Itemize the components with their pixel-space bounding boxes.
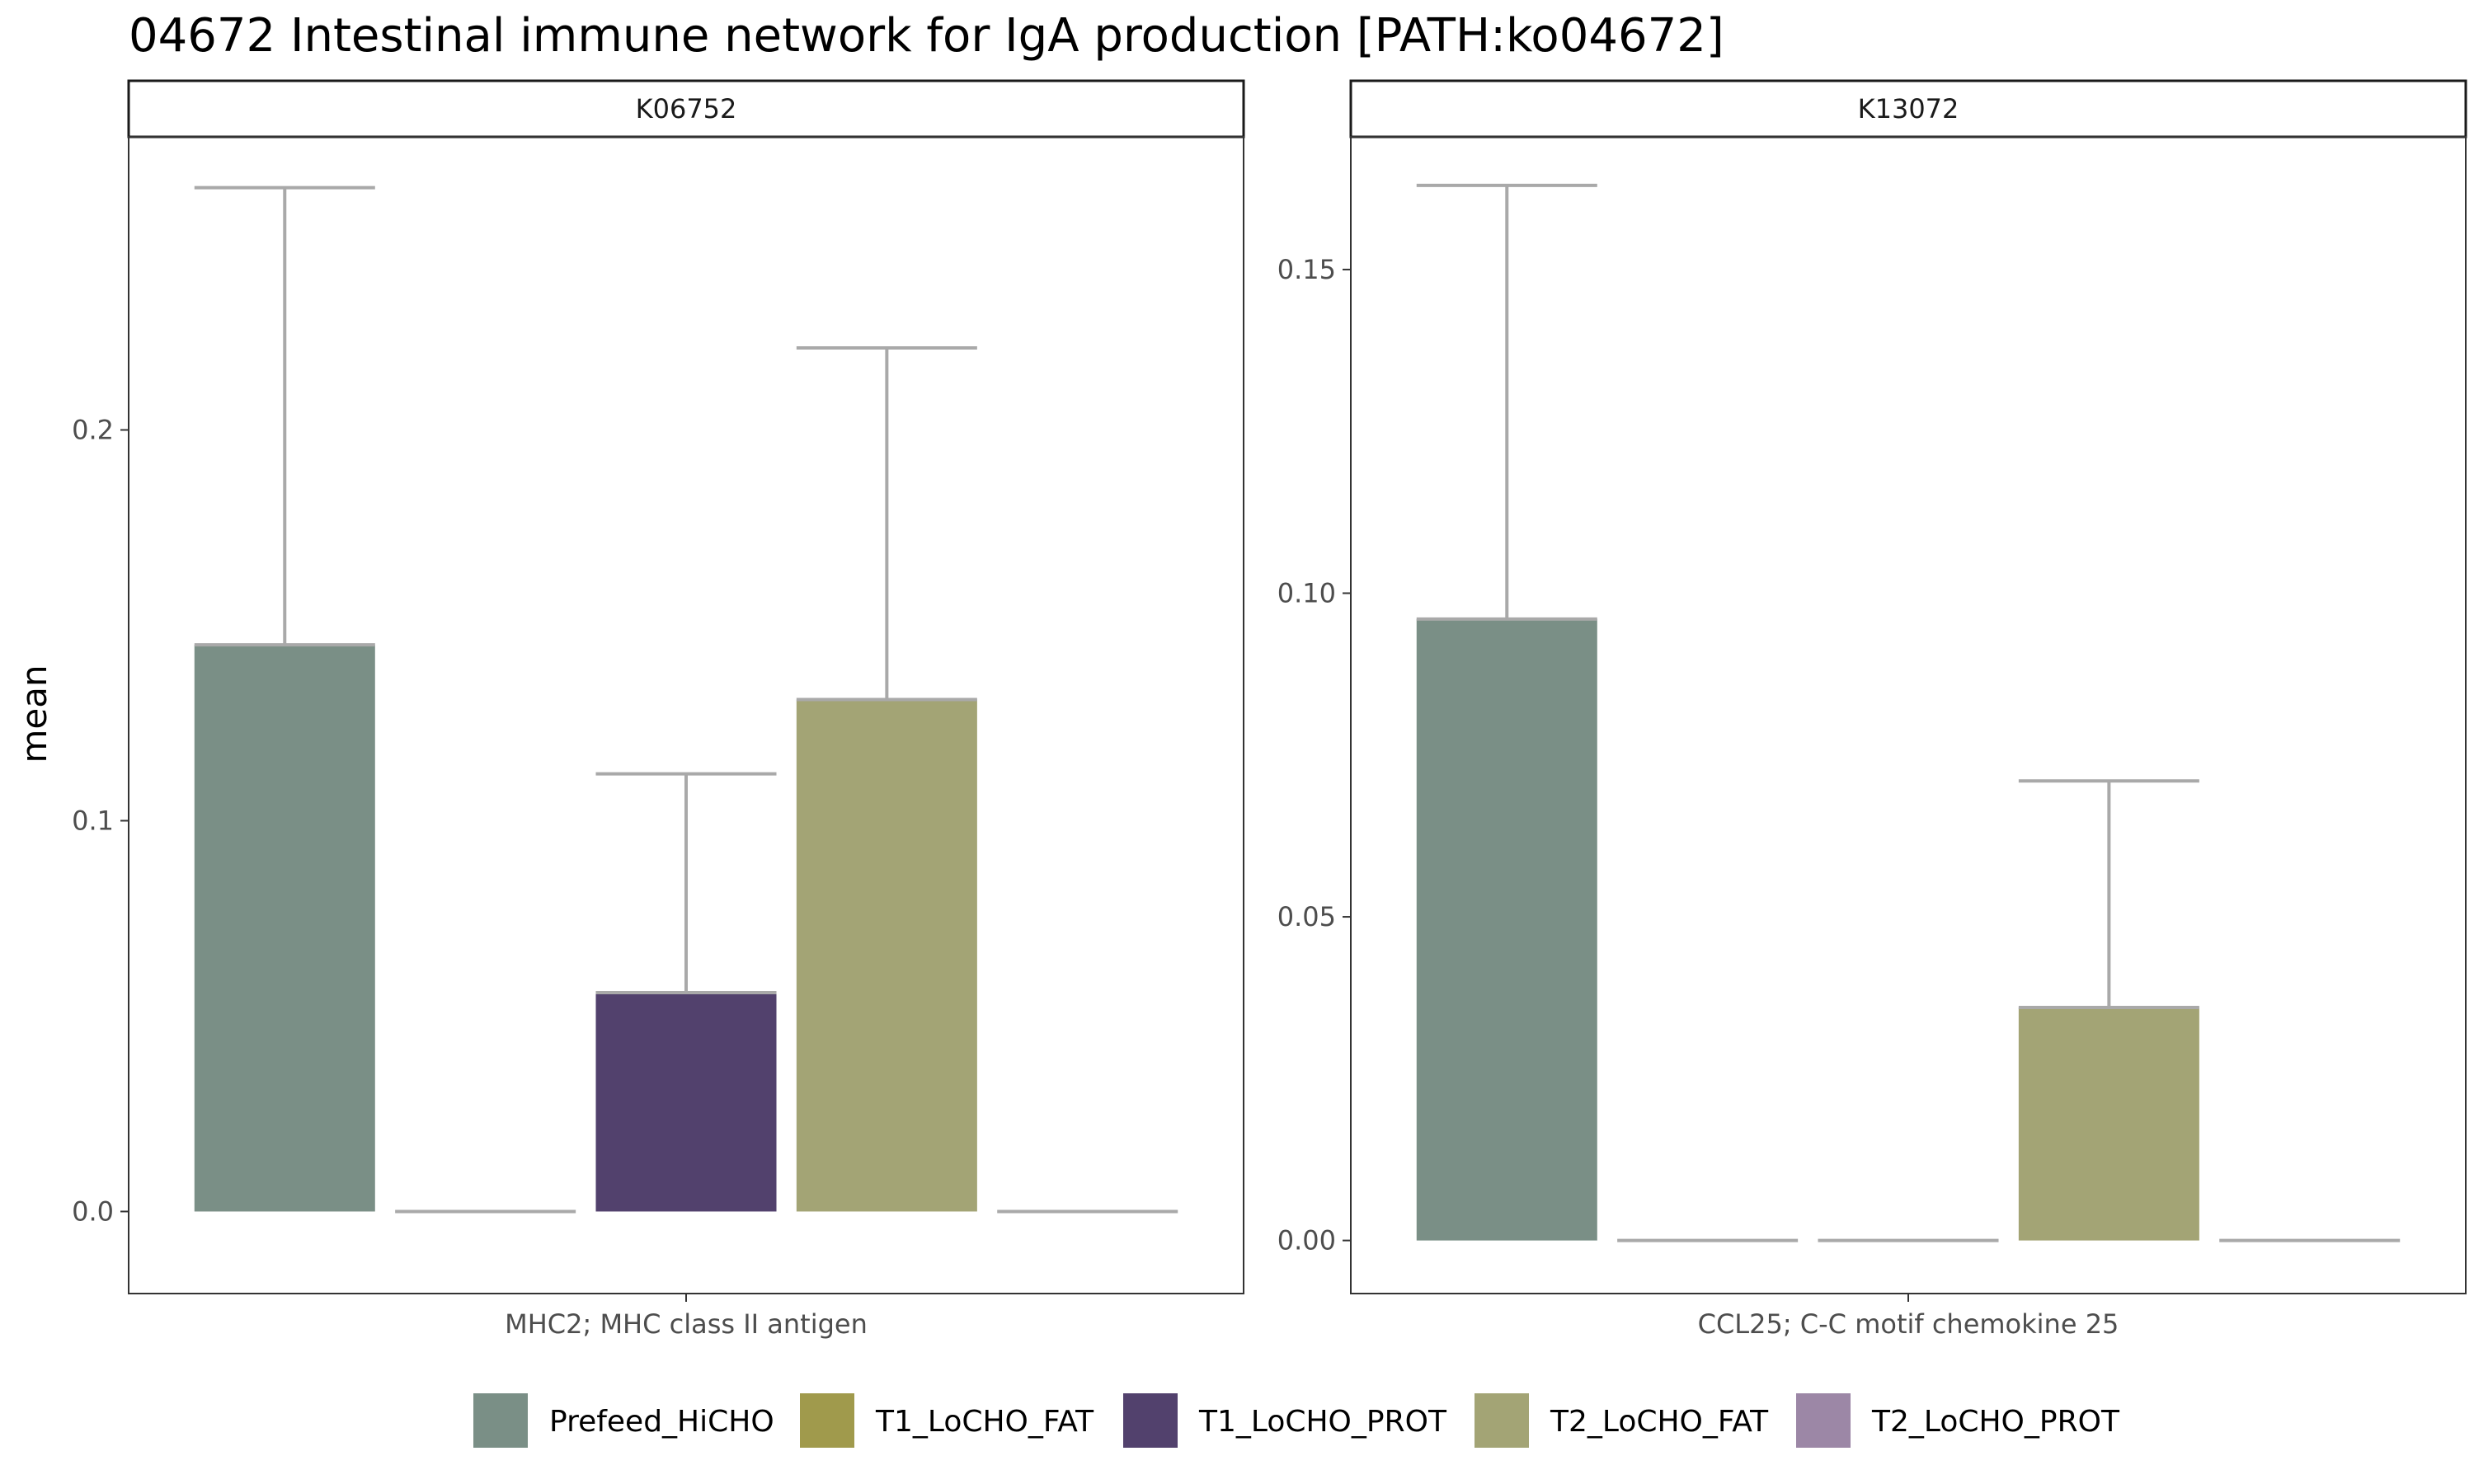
bar-K06752-T2_LoCHO_FAT [796, 699, 977, 1212]
y-tick-label-K13072-2: 0.10 [1277, 578, 1336, 609]
x-tick-label-K06752: MHC2; MHC class II antigen [505, 1308, 868, 1340]
y-tick-label-K06752-1: 0.1 [72, 805, 114, 836]
error-bar-K13072-Prefeed_HiCHO [1416, 183, 1597, 621]
y-tick-label-K06752-2: 0.2 [72, 414, 114, 445]
y-tick-label-K06752-0: 0.0 [72, 1195, 114, 1227]
facet-panel-2: K13072 0.00 0.05 0.10 0.15 CCL25; C-C motif c… [1277, 79, 2467, 1340]
legend-key-T1_LoCHO_FAT [800, 1393, 854, 1448]
legend-item-Prefeed_HiCHO: Prefeed_HiCHO [473, 1393, 774, 1448]
legend-item-T2_LoCHO_PROT: T2_LoCHO_PROT [1796, 1393, 2120, 1448]
legend-key-Prefeed_HiCHO [473, 1393, 528, 1448]
error-bar-K06752-Prefeed_HiCHO [194, 186, 375, 647]
legend-label-T1_LoCHO_PROT: T1_LoCHO_PROT [1198, 1405, 1447, 1439]
facet-strip-label-1: K06752 [636, 93, 737, 124]
y-axis-title: mean [14, 665, 54, 763]
error-bar-K06752-T2_LoCHO_FAT [796, 345, 977, 702]
legend-key-T2_LoCHO_FAT [1475, 1393, 1529, 1448]
legend: Prefeed_HiCHO T1_LoCHO_FAT T1_LoCHO_PROT T2… [473, 1393, 2120, 1448]
facet-strip-1 [127, 79, 1245, 139]
bar-K06752-T1_LoCHO_PROT [595, 993, 777, 1212]
bar-K13072-Prefeed_HiCHO [1416, 618, 1597, 1241]
bar-K13072-T2_LoCHO_FAT [2018, 1007, 2199, 1241]
legend-label-T1_LoCHO_FAT: T1_LoCHO_FAT [875, 1405, 1094, 1439]
legend-label-T2_LoCHO_PROT: T2_LoCHO_PROT [1871, 1405, 2120, 1439]
bar-K06752-Prefeed_HiCHO [194, 645, 375, 1212]
panels-layer: K06752 0.0 0.1 0.2 MHC2; MHC class II antige… [72, 79, 2467, 1340]
legend-item-T1_LoCHO_FAT: T1_LoCHO_FAT [800, 1393, 1094, 1448]
facet-strip-label-2: K13072 [1858, 93, 1959, 124]
chart-title: 04672 Intestinal immune network for IgA … [129, 9, 1724, 63]
y-tick-label-K13072-3: 0.15 [1277, 254, 1336, 285]
error-bar-K13072-T2_LoCHO_FAT [2018, 779, 2199, 1009]
y-tick-label-K13072-1: 0.05 [1277, 901, 1336, 932]
y-tick-label-K13072-0: 0.00 [1277, 1225, 1336, 1256]
legend-label-Prefeed_HiCHO: Prefeed_HiCHO [549, 1405, 774, 1439]
legend-key-T1_LoCHO_PROT [1123, 1393, 1178, 1448]
legend-item-T2_LoCHO_FAT: T2_LoCHO_FAT [1475, 1393, 1769, 1448]
error-bar-K06752-T1_LoCHO_PROT [595, 772, 777, 995]
x-tick-label-K13072: CCL25; C-C motif chemokine 25 [1698, 1308, 2119, 1340]
legend-key-T2_LoCHO_PROT [1796, 1393, 1851, 1448]
legend-item-T1_LoCHO_PROT: T1_LoCHO_PROT [1123, 1393, 1447, 1448]
facet-panel-1: K06752 0.0 0.1 0.2 MHC2; MHC class II antige… [72, 79, 1245, 1340]
legend-label-T2_LoCHO_FAT: T2_LoCHO_FAT [1550, 1405, 1769, 1439]
